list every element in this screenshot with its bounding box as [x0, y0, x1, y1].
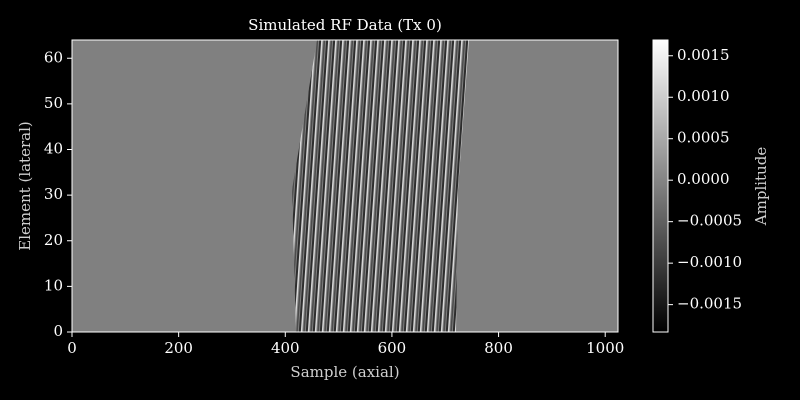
rf-echo-texture: [292, 40, 469, 332]
x-tick-label: 0: [67, 339, 77, 357]
plot-frame: [71, 39, 619, 333]
x-axis-label: Sample (axial): [290, 363, 399, 381]
y-axis-label: Element (lateral): [16, 121, 34, 250]
x-tick-label: 800: [484, 339, 513, 357]
colorbar-tick-label: −0.0015: [677, 295, 742, 313]
x-tick-label: 1000: [586, 339, 624, 357]
colorbar-tick-label: 0.0005: [677, 129, 730, 147]
x-tick-label: 400: [271, 339, 300, 357]
y-tick-label: 60: [44, 48, 63, 66]
colorbar-tick-label: −0.0005: [677, 212, 742, 230]
colorbar: [652, 39, 669, 333]
chart-title: Simulated RF Data (Tx 0): [248, 16, 442, 34]
y-tick-label: 20: [44, 231, 63, 249]
y-tick-label: 0: [53, 322, 63, 340]
y-tick-label: 30: [44, 185, 63, 203]
colorbar-tick-label: −0.0010: [677, 253, 742, 271]
y-tick-label: 10: [44, 276, 63, 294]
colorbar-tick-label: 0.0015: [677, 46, 730, 64]
y-tick-label: 50: [44, 94, 63, 112]
colorbar-label: Amplitude: [752, 147, 770, 227]
x-tick-label: 200: [164, 339, 193, 357]
x-tick-label: 600: [378, 339, 407, 357]
colorbar-tick-label: 0.0000: [677, 170, 730, 188]
y-tick-label: 40: [44, 140, 63, 158]
colorbar-tick-label: 0.0010: [677, 87, 730, 105]
